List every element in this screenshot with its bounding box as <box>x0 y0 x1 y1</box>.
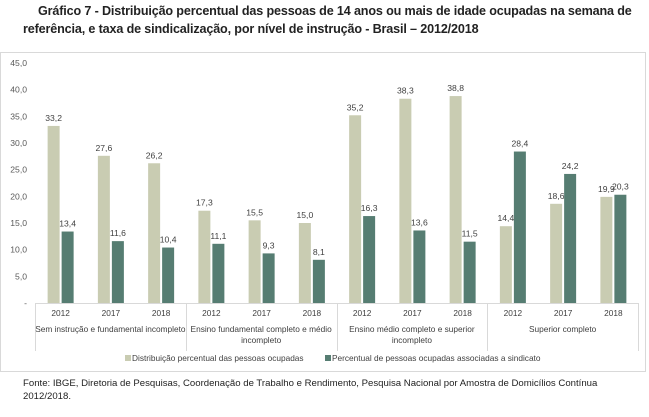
group-label: Superior completo <box>529 324 597 334</box>
data-label: 18,6 <box>548 191 565 201</box>
data-label: 15,5 <box>246 207 263 217</box>
group-label: Ensino fundamental completo e médio <box>191 324 333 334</box>
bar-distribution <box>47 125 60 303</box>
bar-distribution <box>349 115 362 304</box>
bar-union <box>614 194 627 303</box>
group-label: Sem instrução e fundamental incompleto <box>35 324 186 334</box>
y-tick-label: 30,0 <box>10 138 27 148</box>
y-tick-label: 45,0 <box>10 58 27 68</box>
bar-distribution <box>499 226 512 303</box>
y-tick-label: 5,0 <box>15 271 27 281</box>
y-tick-label: 40,0 <box>10 85 27 95</box>
bar-distribution <box>97 155 110 303</box>
legend: Distribuição percentual das pessoas ocup… <box>125 353 541 363</box>
bar-union <box>312 259 325 303</box>
data-label: 24,2 <box>562 161 579 171</box>
data-label: 10,4 <box>160 235 177 245</box>
group-label: Ensino médio completo e superior <box>349 324 475 334</box>
x-tick-label: 2017 <box>554 308 573 318</box>
legend-label: Distribuição percentual das pessoas ocup… <box>132 353 304 363</box>
bar-union <box>413 230 426 303</box>
bar-distribution <box>298 223 311 303</box>
bar-union <box>262 253 275 303</box>
x-tick-label: 2018 <box>303 308 322 318</box>
data-label: 20,3 <box>612 182 629 192</box>
x-tick-label: 2012 <box>51 308 70 318</box>
data-label: 11,5 <box>462 229 478 239</box>
y-tick-label: 10,0 <box>10 245 27 255</box>
x-tick-label: 2012 <box>504 308 523 318</box>
bar-distribution <box>550 203 563 303</box>
x-tick-label: 2012 <box>353 308 372 318</box>
data-label: 11,1 <box>210 231 226 241</box>
data-label: 17,3 <box>196 198 213 208</box>
data-label: 38,3 <box>397 86 414 96</box>
x-axis: 2012 2017 2018 Sem instrução e fundamental … <box>35 303 639 351</box>
bar-union <box>463 241 476 303</box>
bar-union <box>61 231 74 303</box>
bar-distribution <box>198 210 211 303</box>
x-tick-label: 2018 <box>604 308 623 318</box>
bar-union <box>162 247 175 303</box>
data-label: 19,9 <box>598 184 615 194</box>
data-label: 13,4 <box>59 219 76 229</box>
bar-union <box>564 173 577 303</box>
chart-frame <box>0 52 646 372</box>
x-tick-label: 2018 <box>453 308 472 318</box>
bar-distribution <box>148 163 161 303</box>
bar-union <box>363 216 376 303</box>
data-label: 16,3 <box>361 203 378 213</box>
data-label: 11,6 <box>110 228 126 238</box>
data-label: 33,2 <box>45 113 62 123</box>
x-tick-label: 2017 <box>102 308 121 318</box>
data-label: 15,0 <box>297 210 314 220</box>
bar-distribution <box>248 220 261 303</box>
data-label: 27,6 <box>96 143 113 153</box>
y-tick-label: 35,0 <box>10 111 27 121</box>
bar-union <box>111 241 124 303</box>
bar-union <box>513 151 526 303</box>
y-tick-label: 20,0 <box>10 191 27 201</box>
data-label: 35,2 <box>347 102 364 112</box>
y-axis: - 5,0 10,0 15,0 20,0 25,0 30,0 35,0 40,0 45,0 <box>10 58 27 308</box>
x-tick-label: 2017 <box>403 308 422 318</box>
legend-swatch-union <box>325 355 331 361</box>
bars: 33,2 13,4 27,6 11,6 26,2 10,4 17,3 11,1 15,5 9,3 1… <box>45 83 629 304</box>
bar-union <box>212 243 225 303</box>
data-label: 38,8 <box>447 83 464 93</box>
data-label: 26,2 <box>146 150 163 160</box>
x-tick-label: 2017 <box>252 308 271 318</box>
bar-distribution <box>399 98 412 303</box>
legend-swatch-distribution <box>125 355 131 361</box>
group-label: incompleto <box>241 335 282 345</box>
data-label: 28,4 <box>512 139 529 149</box>
bar-distribution <box>449 96 462 303</box>
x-tick-label: 2012 <box>202 308 221 318</box>
y-tick-label: - <box>24 298 27 308</box>
data-label: 9,3 <box>263 240 275 250</box>
data-label: 8,1 <box>313 247 325 257</box>
data-label: 14,4 <box>498 213 515 223</box>
bar-distribution <box>600 196 613 303</box>
y-tick-label: 25,0 <box>10 165 27 175</box>
legend-label: Percentual de pessoas ocupadas associada… <box>332 353 541 363</box>
x-tick-label: 2018 <box>152 308 171 318</box>
data-label: 13,6 <box>411 217 428 227</box>
y-tick-label: 15,0 <box>10 218 27 228</box>
source-note: Fonte: IBGE, Diretoria de Pesquisas, Coo… <box>23 378 598 402</box>
group-label: incompleto <box>392 335 433 345</box>
chart-title: Gráfico 7 - Distribuição percentual das … <box>23 4 632 36</box>
